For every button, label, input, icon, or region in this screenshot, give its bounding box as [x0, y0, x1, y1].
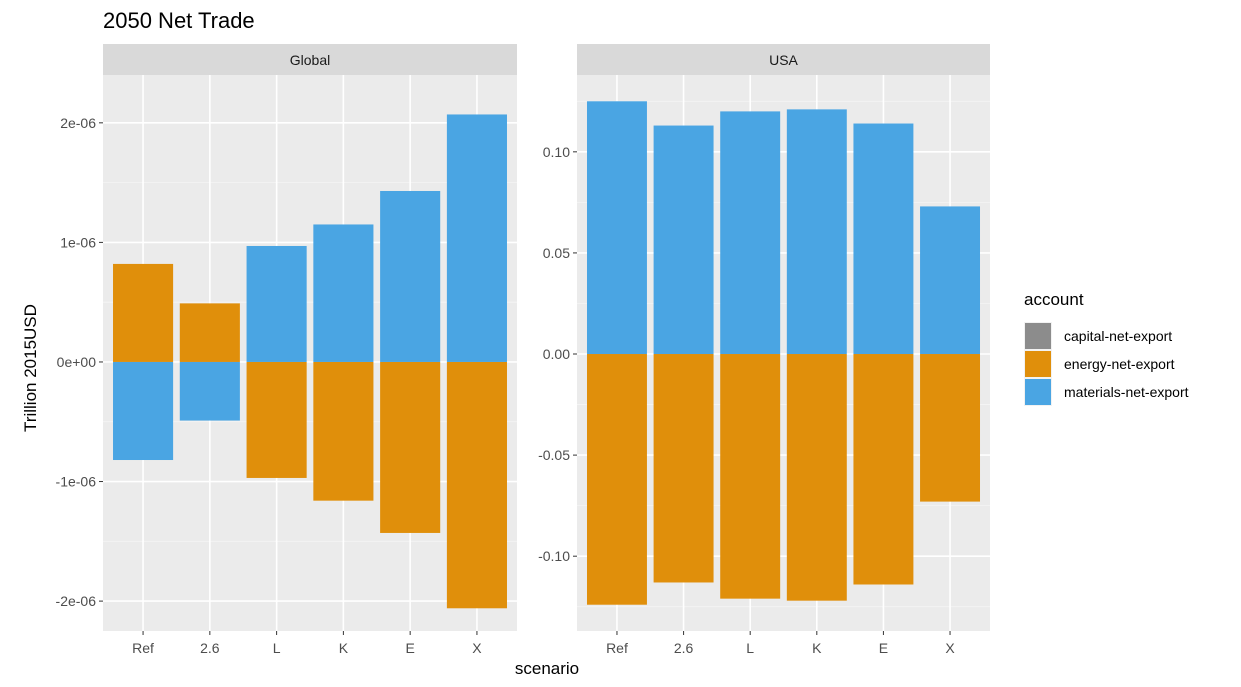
x-tick-label: L	[746, 640, 754, 656]
legend-title: account	[1024, 290, 1084, 309]
bar-energy-net-export-E	[853, 354, 914, 585]
bar-materials-net-export-K	[786, 109, 847, 355]
bar-materials-net-export-L	[246, 245, 307, 362]
legend-label: capital-net-export	[1064, 328, 1172, 344]
x-tick-label: K	[812, 640, 822, 656]
facet-strip	[577, 44, 990, 75]
y-tick-label: 2e-06	[60, 115, 96, 131]
x-tick-label: L	[273, 640, 281, 656]
x-tick-label: K	[339, 640, 349, 656]
bar-energy-net-export-X	[446, 361, 507, 609]
bar-materials-net-export-2.6	[653, 125, 714, 355]
bar-materials-net-export-K	[313, 224, 374, 362]
panel-usa: USA -0.10 -0.05 0.00 0.05 0.10 Ref 2.6 L K E X	[538, 44, 990, 656]
y-tick-label: -0.10	[538, 548, 570, 564]
x-tick-label: 2.6	[674, 640, 694, 656]
bar-energy-net-export-X	[920, 354, 981, 502]
bar-materials-net-export-Ref	[113, 361, 174, 461]
x-tick-label: E	[405, 640, 414, 656]
bar-materials-net-export-X	[446, 114, 507, 362]
facet-label: USA	[769, 52, 798, 68]
facet-label: Global	[290, 52, 330, 68]
y-tick-label: -1e-06	[56, 474, 97, 490]
y-axis-title: Trillion 2015USD	[21, 304, 40, 432]
x-tick-label: Ref	[606, 640, 628, 656]
legend: account capital-net-export energy-net-exp…	[1024, 290, 1189, 406]
bar-materials-net-export-2.6	[179, 361, 240, 421]
bar-materials-net-export-E	[853, 123, 914, 355]
x-axis-title: scenario	[515, 659, 579, 678]
bar-energy-net-export-K	[313, 361, 374, 501]
bar-energy-net-export-L	[720, 354, 781, 599]
legend-label: energy-net-export	[1064, 356, 1175, 372]
x-tick-label: X	[472, 640, 482, 656]
y-tick-label: -0.05	[538, 447, 570, 463]
legend-item-capital-net-export: capital-net-export	[1024, 322, 1172, 350]
panel-global: Global -2e-06 -1e-06 0e+00 1e-06 2e-06 Ref 2.6 L…	[56, 44, 517, 656]
bar-materials-net-export-L	[720, 111, 781, 355]
x-tick-label: E	[879, 640, 888, 656]
y-tick-label: 0.00	[543, 346, 570, 362]
bar-materials-net-export-Ref	[586, 101, 647, 355]
bar-energy-net-export-2.6	[179, 303, 240, 362]
legend-swatch	[1025, 351, 1051, 377]
y-tick-label: -2e-06	[56, 593, 97, 609]
y-tick-label: 0.10	[543, 144, 570, 160]
x-tick-label: 2.6	[200, 640, 220, 656]
legend-swatch	[1025, 323, 1051, 349]
bar-energy-net-export-L	[246, 361, 307, 478]
bar-materials-net-export-X	[920, 206, 981, 355]
legend-swatch	[1025, 379, 1051, 405]
legend-item-materials-net-export: materials-net-export	[1024, 378, 1189, 406]
y-tick-label: 0.05	[543, 245, 570, 261]
bar-energy-net-export-Ref	[113, 263, 174, 362]
y-tick-label: 0e+00	[57, 354, 97, 370]
bar-energy-net-export-K	[786, 354, 847, 601]
x-tick-label: X	[945, 640, 955, 656]
facet-strip	[103, 44, 517, 75]
legend-label: materials-net-export	[1064, 384, 1189, 400]
y-tick-label: 1e-06	[60, 234, 96, 250]
bar-energy-net-export-E	[380, 361, 441, 533]
x-tick-label: Ref	[132, 640, 154, 656]
bar-energy-net-export-Ref	[586, 354, 647, 605]
bar-materials-net-export-E	[380, 190, 441, 362]
chart-title: 2050 Net Trade	[103, 8, 255, 33]
legend-item-energy-net-export: energy-net-export	[1024, 350, 1175, 378]
panels: Global -2e-06 -1e-06 0e+00 1e-06 2e-06 Ref 2.6 L…	[56, 44, 990, 656]
bar-energy-net-export-2.6	[653, 354, 714, 583]
